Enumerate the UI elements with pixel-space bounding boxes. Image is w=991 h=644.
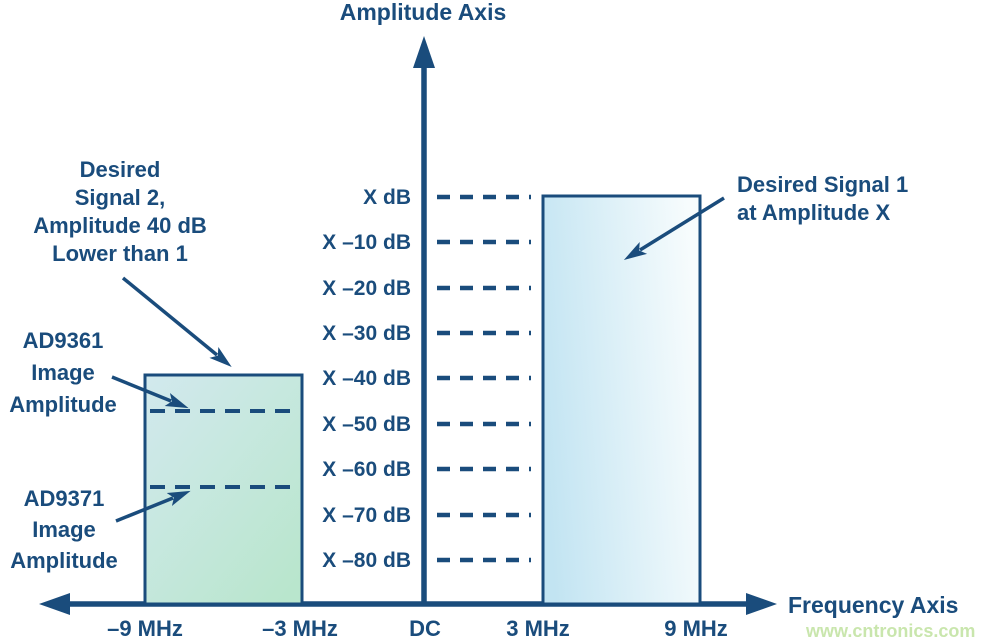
signal2-label-line2: Signal 2, xyxy=(75,185,165,210)
signal1-label-line1: Desired Signal 1 xyxy=(737,172,908,197)
signal2-label-line1: Desired xyxy=(80,157,161,182)
freq-tick-label-0: –9 MHz xyxy=(107,616,183,641)
signal1-arrow xyxy=(623,196,725,261)
frequency-axis-title: Frequency Axis xyxy=(788,592,958,618)
amplitude-tick-label-0: X dB xyxy=(363,186,411,209)
amplitude-tick-label-2: X –20 dB xyxy=(322,277,411,300)
signal1-label-line2: at Amplitude X xyxy=(737,200,891,225)
frequency-axis-right-arrowhead-icon xyxy=(746,593,777,615)
annotation-ad9371-image: AD9371 Image Amplitude xyxy=(10,486,191,573)
ad9361-label-line2: Image xyxy=(31,360,95,385)
amplitude-tick-label-8: X –80 dB xyxy=(322,549,411,572)
amplitude-tick-label-6: X –60 dB xyxy=(322,458,411,481)
amplitude-tick-label-3: X –30 dB xyxy=(322,322,411,345)
frequency-tick-labels: –9 MHz –3 MHz DC 3 MHz 9 MHz xyxy=(107,616,728,641)
ad9361-label-line1: AD9361 xyxy=(23,328,104,353)
ad9361-label-line3: Amplitude xyxy=(9,392,117,417)
ad9361-arrow xyxy=(111,375,189,409)
desired-signal-1-bar xyxy=(541,194,702,606)
amplitude-axis: Amplitude Axis xyxy=(340,0,507,604)
desired-signal-2-bar xyxy=(143,373,304,606)
signal-bars xyxy=(143,194,702,606)
amplitude-tick-label-5: X –50 dB xyxy=(322,413,411,436)
freq-tick-label-2: DC xyxy=(409,616,441,641)
ad9371-label-line1: AD9371 xyxy=(24,486,105,511)
amplitude-tick-label-1: X –10 dB xyxy=(322,231,411,254)
ad9371-label-line3: Amplitude xyxy=(10,548,118,573)
ad9371-arrow xyxy=(115,490,191,523)
frequency-axis-left-arrowhead-icon xyxy=(39,593,70,615)
amplitude-reference-lines: X dB X –10 dB X –20 dB X –30 dB X –40 dB… xyxy=(322,186,531,572)
annotation-desired-signal-1: Desired Signal 1 at Amplitude X xyxy=(623,172,908,261)
freq-tick-label-1: –3 MHz xyxy=(262,616,338,641)
signal2-label-line4: Lower than 1 xyxy=(52,241,188,266)
annotation-desired-signal-2: Desired Signal 2, Amplitude 40 dB Lower … xyxy=(33,157,232,368)
amplitude-axis-title: Amplitude Axis xyxy=(340,0,507,25)
amplitude-tick-label-4: X –40 dB xyxy=(322,367,411,390)
freq-tick-label-3: 3 MHz xyxy=(506,616,570,641)
annotation-ad9361-image: AD9361 Image Amplitude xyxy=(9,328,189,417)
amplitude-tick-label-7: X –70 dB xyxy=(322,504,411,527)
ad9371-label-line2: Image xyxy=(32,517,96,542)
signal2-arrow xyxy=(121,276,232,368)
amplitude-axis-arrowhead-icon xyxy=(413,36,435,68)
watermark-text: www.cntronics.com xyxy=(805,621,975,641)
signal2-label-line3: Amplitude 40 dB xyxy=(33,213,207,238)
freq-tick-label-4: 9 MHz xyxy=(664,616,728,641)
